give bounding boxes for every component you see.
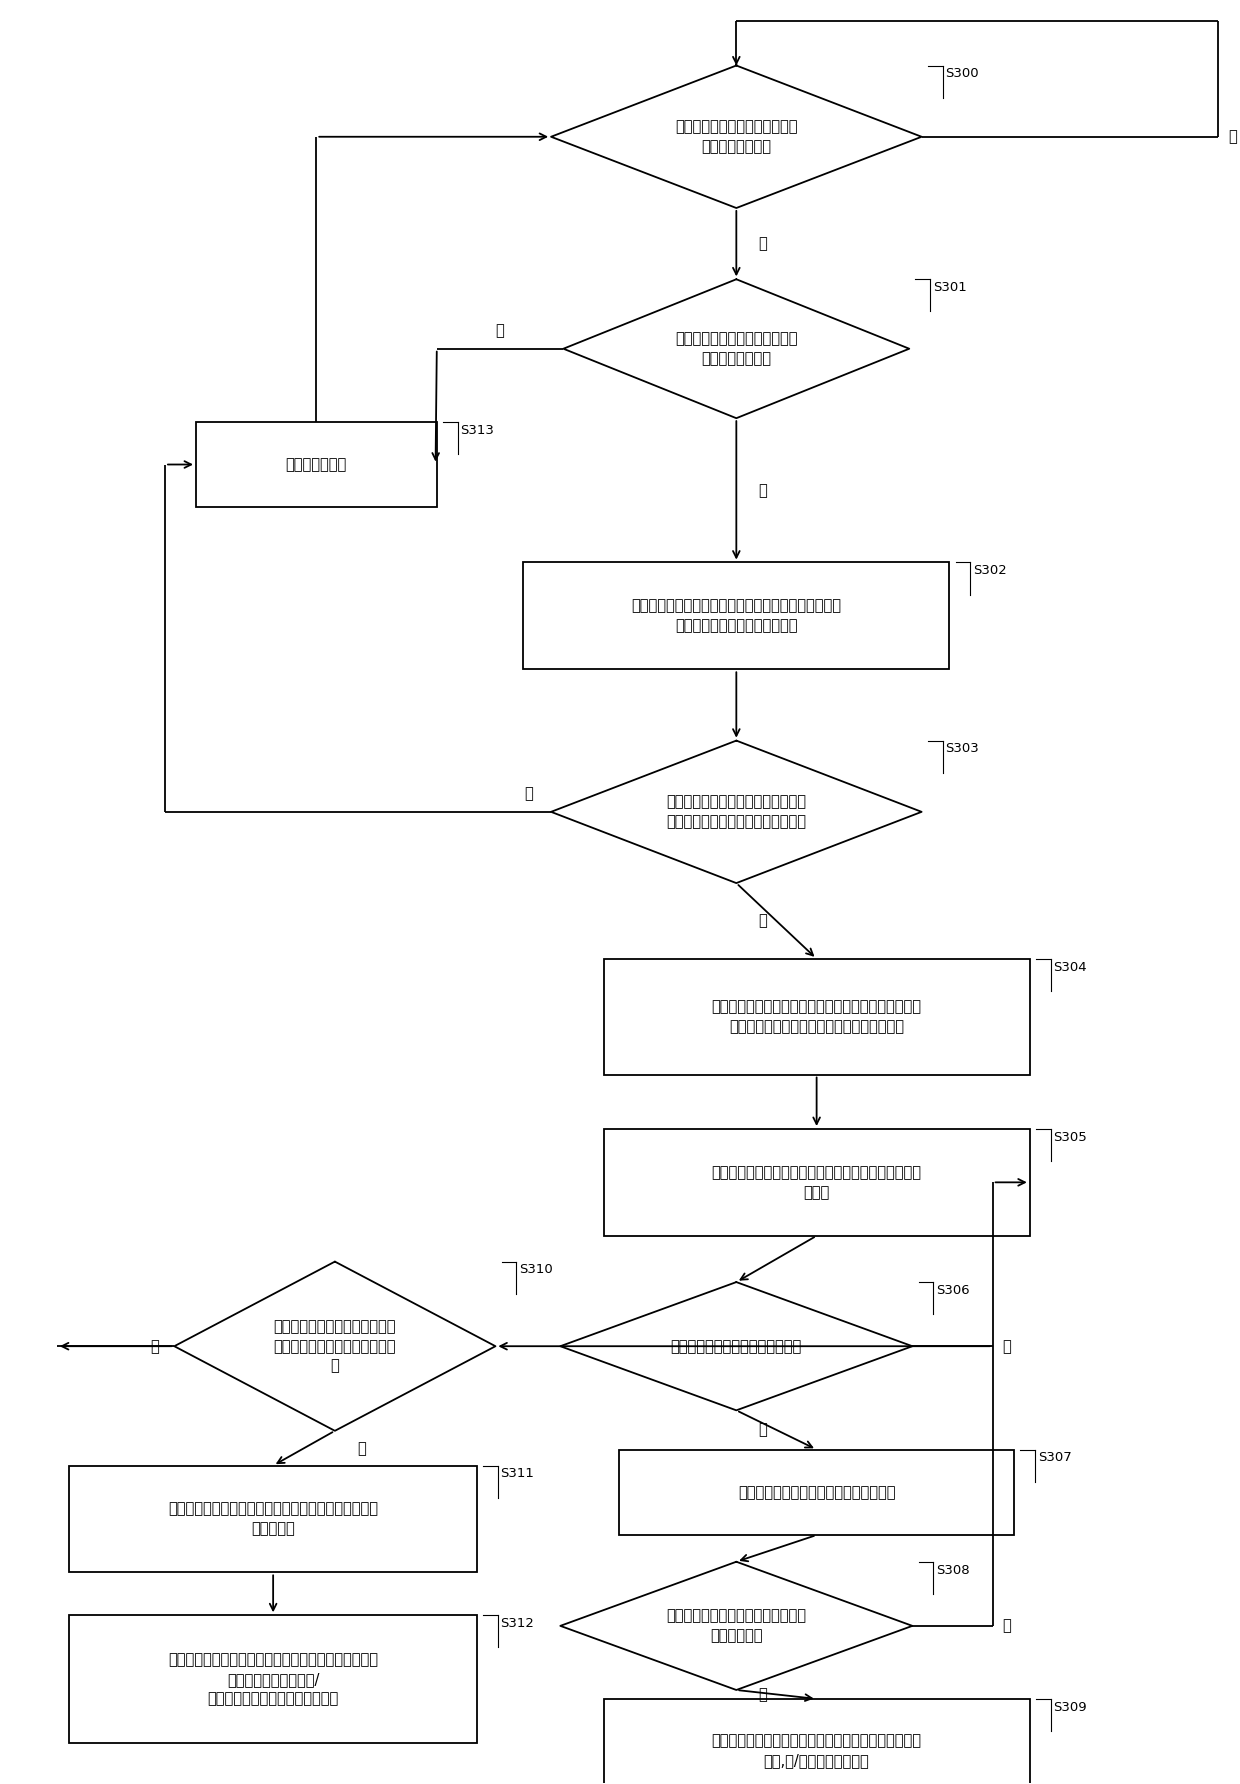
Text: 是: 是: [759, 1688, 768, 1702]
FancyBboxPatch shape: [69, 1465, 477, 1572]
Text: S309: S309: [1053, 1700, 1086, 1714]
Text: 调制解调器判断移动终端内的调
制解调器异常的异常原因是否上
报: 调制解调器判断移动终端内的调 制解调器异常的异常原因是否上 报: [274, 1318, 396, 1374]
Text: 否: 否: [1002, 1338, 1012, 1354]
Text: 是: 是: [759, 235, 768, 252]
Text: 调制解调器检测移动终端的位置信息
是否发生变化: 调制解调器检测移动终端的位置信息 是否发生变化: [666, 1609, 806, 1643]
Text: 否: 否: [759, 483, 768, 498]
Text: S301: S301: [932, 282, 966, 294]
Text: 调制解调器关闭第一协议栈，以及从调制解调器支持的
多个协议栈中选择除第一协议栈的第二协议栈: 调制解调器关闭第一协议栈，以及从调制解调器支持的 多个协议栈中选择除第一协议栈的…: [712, 999, 921, 1035]
Text: 调制解调器检测移动终端内的调
制解调器是否异常: 调制解调器检测移动终端内的调 制解调器是否异常: [675, 120, 797, 153]
Text: S305: S305: [1053, 1131, 1087, 1144]
Text: 调制解调器记录移动终端的当前位置信息: 调制解调器记录移动终端的当前位置信息: [738, 1484, 895, 1500]
Text: S311: S311: [501, 1466, 534, 1481]
Text: 调制解调器判断调制解调器内的
公共模块是否异常: 调制解调器判断调制解调器内的 公共模块是否异常: [675, 332, 797, 366]
FancyBboxPatch shape: [523, 562, 950, 669]
Text: 调制解调器将调制解调器异常的异常原因和调制解调器
异常日志上报给网络和/
或显示调制解调器异常的异常原因: 调制解调器将调制解调器异常的异常原因和调制解调器 异常日志上报给网络和/ 或显示…: [169, 1652, 378, 1707]
Text: 否: 否: [357, 1441, 366, 1456]
Text: S300: S300: [945, 68, 978, 80]
FancyBboxPatch shape: [604, 958, 1029, 1074]
Text: S310: S310: [518, 1263, 553, 1276]
FancyBboxPatch shape: [604, 1698, 1029, 1784]
Text: 是: 是: [151, 1338, 160, 1354]
Text: 否: 否: [1228, 128, 1236, 145]
FancyBboxPatch shape: [196, 421, 436, 507]
Text: 是: 是: [496, 323, 505, 339]
Text: S303: S303: [945, 742, 978, 755]
Text: 调制解调器开启第二协议栈，并使用第二协议栈进行网
络注册: 调制解调器开启第二协议栈，并使用第二协议栈进行网 络注册: [712, 1165, 921, 1199]
Text: 调制解调器恢复支持的多个协议栈中的默认协议栈开关
状态,和/或复位调制解调器: 调制解调器恢复支持的多个协议栈中的默认协议栈开关 状态,和/或复位调制解调器: [712, 1732, 921, 1768]
Text: S308: S308: [936, 1563, 970, 1577]
Text: 否: 否: [523, 787, 532, 801]
Text: 是: 是: [759, 913, 768, 928]
Text: 调制解调器确定调制解调器内的协议栈异常，并获取调
制解调器当前使用的第一协议栈: 调制解调器确定调制解调器内的协议栈异常，并获取调 制解调器当前使用的第一协议栈: [631, 598, 841, 633]
FancyBboxPatch shape: [69, 1615, 477, 1743]
FancyBboxPatch shape: [619, 1450, 1014, 1534]
Text: S307: S307: [1038, 1452, 1071, 1465]
Text: S304: S304: [1053, 960, 1086, 974]
Text: 否: 否: [1002, 1618, 1012, 1634]
Text: 调制解调器获取调制解调器异常的异常原因和调制解调
器异常日志: 调制解调器获取调制解调器异常的异常原因和调制解调 器异常日志: [169, 1502, 378, 1536]
Text: 重启调制解调器: 重启调制解调器: [285, 457, 347, 473]
Text: 调制解调器判断网络注册是否成功: 调制解调器判断网络注册是否成功: [671, 1338, 802, 1354]
Text: S312: S312: [501, 1616, 534, 1631]
Text: 调制解调器判断在预设时间范围内是
否发生过预设次数的调制解调器异常: 调制解调器判断在预设时间范围内是 否发生过预设次数的调制解调器异常: [666, 794, 806, 830]
FancyBboxPatch shape: [604, 1129, 1029, 1236]
Text: S313: S313: [460, 423, 495, 437]
Text: S302: S302: [973, 564, 1007, 578]
Text: 是: 是: [759, 1422, 768, 1438]
Text: S306: S306: [936, 1284, 970, 1297]
